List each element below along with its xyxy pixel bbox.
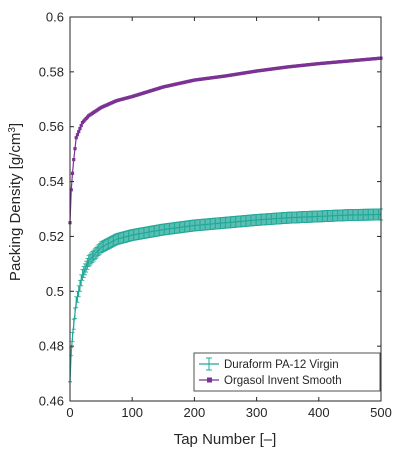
axes-box <box>69 16 382 402</box>
legend-box <box>193 352 381 392</box>
x-tick-label: 300 <box>246 405 268 420</box>
legend-entry-orgasol: Orgasol Invent Smooth <box>199 375 342 387</box>
y-axis-label: Packing Density [g/cm3] <box>7 123 25 281</box>
data-point <box>79 124 83 128</box>
y-tick-label: 0.5 <box>46 284 64 299</box>
y-tick-label: 0.48 <box>39 339 64 354</box>
x-tick-label: 0 <box>66 405 73 420</box>
legend-label: Duraform PA-12 Virgin <box>224 359 339 371</box>
x-tick-label: 400 <box>308 405 330 420</box>
legend-entry-duraform: Duraform PA-12 Virgin <box>199 357 339 371</box>
y-tick-label: 0.58 <box>39 64 64 79</box>
y-tick-label: 0.46 <box>39 394 64 409</box>
data-point <box>69 188 73 192</box>
x-tick-label: 200 <box>184 405 206 420</box>
series-duraform <box>68 208 383 383</box>
axes: 0 100 200 300 400 500 0.46 0.48 0.5 0.52 0.54 0.56 0… <box>39 10 392 421</box>
data-point <box>77 130 81 134</box>
data-point <box>74 136 78 140</box>
data-point <box>73 147 77 151</box>
x-tick-label: 500 <box>370 405 392 420</box>
x-axis-label: Tap Number [–] <box>174 431 277 448</box>
plot-area <box>68 56 383 383</box>
data-point <box>78 127 82 131</box>
data-point <box>70 171 75 175</box>
legend-marker <box>207 377 212 383</box>
y-tick-label: 0.52 <box>39 229 64 244</box>
y-tick-label: 0.6 <box>46 10 64 25</box>
series-line <box>69 57 382 223</box>
legend: Duraform PA-12 Virgin Orgasol Invent Smoo… <box>193 352 381 392</box>
y-tick-label: 0.56 <box>39 119 64 134</box>
data-point <box>72 158 76 162</box>
x-tick-label: 100 <box>121 405 143 420</box>
series-orgasol <box>68 56 383 225</box>
data-point <box>75 133 80 137</box>
y-tick-label: 0.54 <box>39 174 64 189</box>
legend-label: Orgasol Invent Smooth <box>224 375 342 387</box>
